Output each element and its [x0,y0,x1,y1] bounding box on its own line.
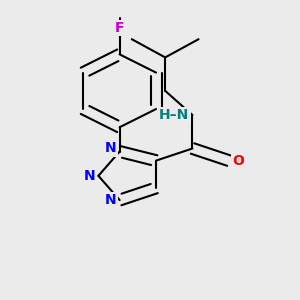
Text: H–N: H–N [159,108,190,122]
Text: N: N [84,169,95,183]
Text: N: N [105,193,117,207]
Text: F: F [115,21,124,35]
Text: N: N [105,193,117,207]
Text: F: F [115,21,124,35]
Text: O: O [232,154,244,168]
Text: N: N [84,169,95,183]
Text: O: O [232,154,244,168]
Text: N: N [105,142,117,155]
Text: N: N [105,142,117,155]
Text: H–N: H–N [159,108,190,122]
